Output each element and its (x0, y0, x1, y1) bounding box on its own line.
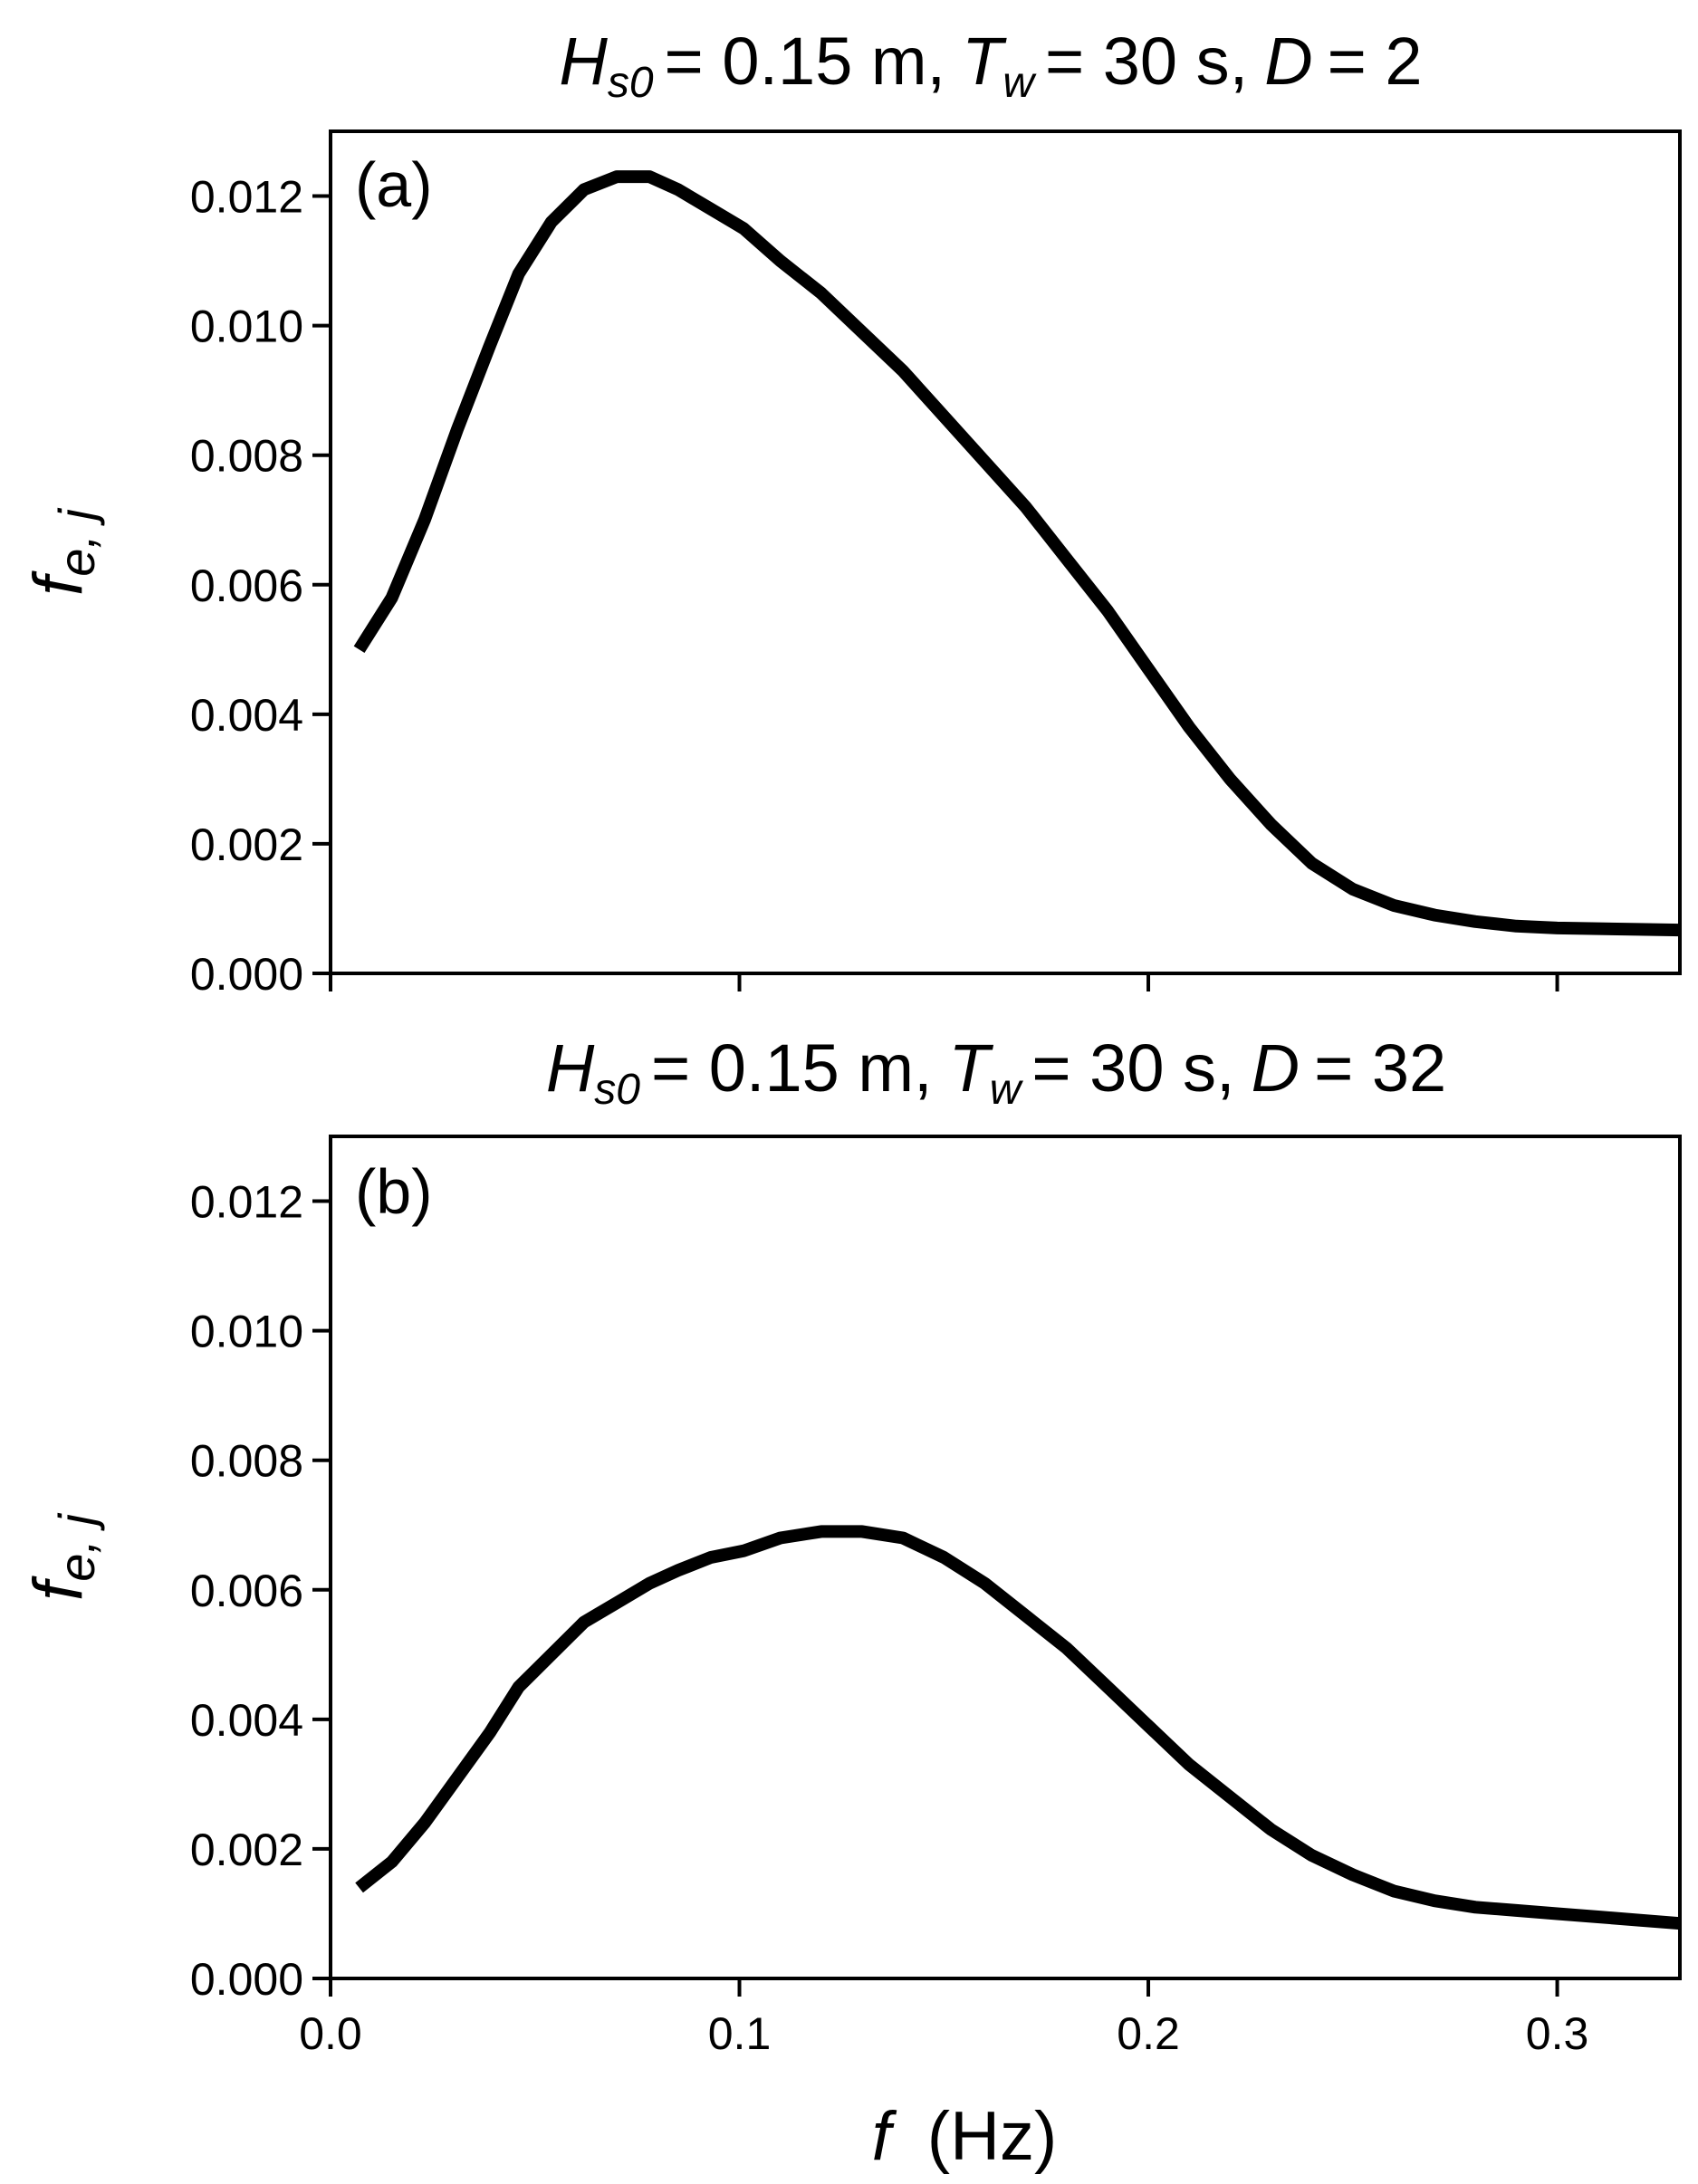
panel-a: Hs0 = 0.15 m, Tw = 30 s, D = 2 (a) 0.000 0.002… (20, 24, 1682, 1000)
panel-b-y-ticks: 0.000 0.002 0.004 0.006 0.008 0.010 0.012 (190, 1177, 331, 2005)
panel-b-y-axis-label: fe, j (20, 1513, 105, 1601)
y-tick-label: 0.012 (190, 1177, 303, 1228)
x-tick-label: 0.2 (1117, 2008, 1180, 2059)
panel-b-series-line (355, 1525, 1681, 1930)
y-tick-label: 0.006 (190, 560, 303, 611)
panel-b-label: (b) (355, 1156, 433, 1227)
y-tick-label: 0.010 (190, 1307, 303, 1357)
x-tick-label: 0.3 (1526, 2008, 1589, 2059)
y-tick-label: 0.008 (190, 431, 303, 482)
y-tick-label: 0.004 (190, 1695, 303, 1746)
panel-b-title: Hs0 = 0.15 m, Tw = 30 s, D = 32 (546, 1030, 1446, 1114)
panel-a-y-axis-label: fe, j (20, 508, 105, 596)
y-tick-label: 0.002 (190, 1825, 303, 1875)
panel-a-x-ticks (329, 973, 1559, 991)
panel-b-x-ticks: 0.0 0.1 0.2 0.3 (299, 1978, 1588, 2059)
panel-a-label: (a) (355, 149, 433, 220)
y-tick-label: 0.000 (190, 949, 303, 1000)
y-tick-label: 0.008 (190, 1436, 303, 1487)
x-tick-label: 0.1 (708, 2008, 772, 2059)
y-tick-label: 0.004 (190, 690, 303, 741)
x-axis-label: f (Hz) (872, 2098, 1058, 2175)
panel-b-plot-area (329, 1135, 1682, 1980)
y-tick-label: 0.012 (190, 172, 303, 223)
panel-a-series-line (353, 170, 1681, 937)
panel-a-y-ticks: 0.000 0.002 0.004 0.006 0.008 0.010 0.012 (190, 172, 331, 1000)
x-tick-label: 0.0 (299, 2008, 362, 2059)
panel-a-plot-area (329, 129, 1682, 975)
y-tick-label: 0.000 (190, 1954, 303, 2005)
panel-b: Hs0 = 0.15 m, Tw = 30 s, D = 32 (b) 0.0000.00… (20, 1030, 1682, 2175)
y-tick-label: 0.010 (190, 302, 303, 352)
y-tick-label: 0.002 (190, 819, 303, 870)
y-tick-label: 0.006 (190, 1566, 303, 1616)
panel-a-title: Hs0 = 0.15 m, Tw = 30 s, D = 2 (559, 24, 1422, 107)
